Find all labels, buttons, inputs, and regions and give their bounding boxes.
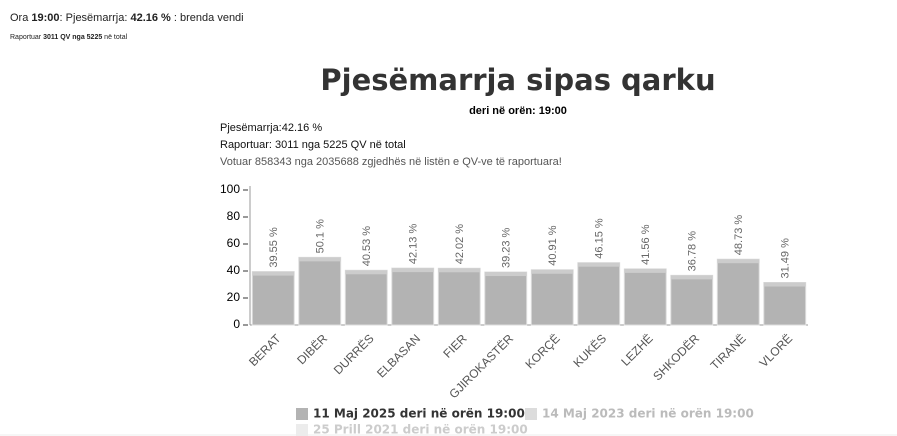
- x-tick-label: TIRANË: [708, 331, 749, 372]
- chart-title: Pjesëmarrja sipas qarku: [320, 63, 715, 97]
- bar-highlight: [298, 257, 341, 262]
- legend-swatch: [296, 424, 308, 436]
- value-label: 48.73 %: [733, 215, 745, 256]
- info-line: Votuar 858343 nga 2035688 zgjedhës në li…: [220, 156, 562, 168]
- y-tick-label: 100: [220, 182, 240, 196]
- bar: [484, 271, 528, 326]
- bar: [391, 267, 435, 326]
- bar: [716, 258, 760, 326]
- y-tick-label: 20: [227, 290, 241, 304]
- y-tick-label: 40: [227, 263, 241, 277]
- x-tick-label: BERAT: [246, 331, 284, 369]
- chart-subtitle: deri në orën: 19:00: [469, 105, 567, 117]
- bar-highlight: [345, 270, 388, 275]
- value-label: 40.91 %: [547, 225, 559, 266]
- x-tick-label: DIBËR: [294, 331, 330, 367]
- text: Raportuar: [10, 34, 44, 41]
- bar: [298, 256, 342, 326]
- bar-highlight: [717, 259, 760, 264]
- text: në total: [102, 34, 128, 41]
- legend-swatch: [296, 408, 308, 420]
- x-tick-label: KORÇË: [523, 331, 563, 371]
- legend-label: 25 Prill 2021 deri në orën 19:00: [313, 423, 528, 436]
- text: : brenda vendi: [170, 12, 244, 24]
- bar-highlight: [438, 268, 481, 273]
- value-label: 41.56 %: [640, 224, 652, 265]
- bar-highlight: [670, 275, 713, 280]
- value-label: 40.53 %: [361, 226, 373, 267]
- x-tick-label: KUKËS: [570, 331, 609, 370]
- legend-swatch: [525, 408, 537, 420]
- x-tick-label: SHKODËR: [650, 331, 702, 383]
- value-label: 50.1 %: [315, 219, 327, 253]
- text: Ora: [10, 12, 32, 24]
- value-label: 46.15 %: [594, 218, 606, 259]
- bar-highlight: [252, 271, 295, 276]
- bar: [763, 281, 807, 326]
- info-line: Raportuar: 3011 nga 5225 QV në total: [220, 139, 406, 151]
- x-tick-label: LEZHË: [618, 331, 655, 368]
- bar: [530, 269, 574, 326]
- value-label: 42.13 %: [408, 224, 420, 265]
- bar: [577, 262, 621, 326]
- text: 3011 QV nga 5225: [43, 34, 103, 41]
- value-label: 31.49 %: [780, 238, 792, 279]
- text: : Pjesëmarrja:: [59, 12, 131, 24]
- x-tick-label: FIER: [440, 331, 469, 360]
- bar-highlight: [531, 269, 574, 274]
- info-line: Pjesëmarrja:42.16 %: [220, 122, 322, 134]
- y-tick-label: 80: [227, 209, 241, 223]
- bar-highlight: [763, 282, 806, 287]
- legend-label: 14 Maj 2023 deri në orën 19:00: [542, 407, 754, 421]
- bar-highlight: [577, 262, 620, 267]
- value-label: 42.02 %: [454, 224, 466, 265]
- value-label: 39.23 %: [501, 227, 513, 268]
- value-label: 39.55 %: [268, 227, 280, 268]
- text: 19:00: [31, 12, 60, 24]
- bar-highlight: [484, 272, 527, 277]
- bar: [344, 269, 388, 326]
- y-tick-label: 60: [227, 236, 241, 250]
- text: 42.16 %: [130, 12, 171, 24]
- bar: [251, 271, 295, 326]
- status-line: Ora 19:00: Pjesëmarrja: 42.16 % : brenda…: [10, 12, 244, 24]
- x-tick-label: VLORË: [756, 331, 795, 370]
- legend-label: 11 Maj 2025 deri në orën 19:00: [313, 407, 525, 421]
- bar-highlight: [391, 268, 434, 273]
- value-label: 36.78 %: [687, 231, 699, 272]
- bar: [670, 274, 714, 326]
- bar: [437, 267, 481, 326]
- x-tick-label: ELBASAN: [374, 331, 423, 380]
- report-line: Raportuar 3011 QV nga 5225 në total: [10, 34, 127, 41]
- x-tick-label: DURRËS: [331, 331, 377, 377]
- bar-highlight: [624, 268, 667, 273]
- y-tick-label: 0: [233, 317, 240, 331]
- bar: [623, 268, 667, 326]
